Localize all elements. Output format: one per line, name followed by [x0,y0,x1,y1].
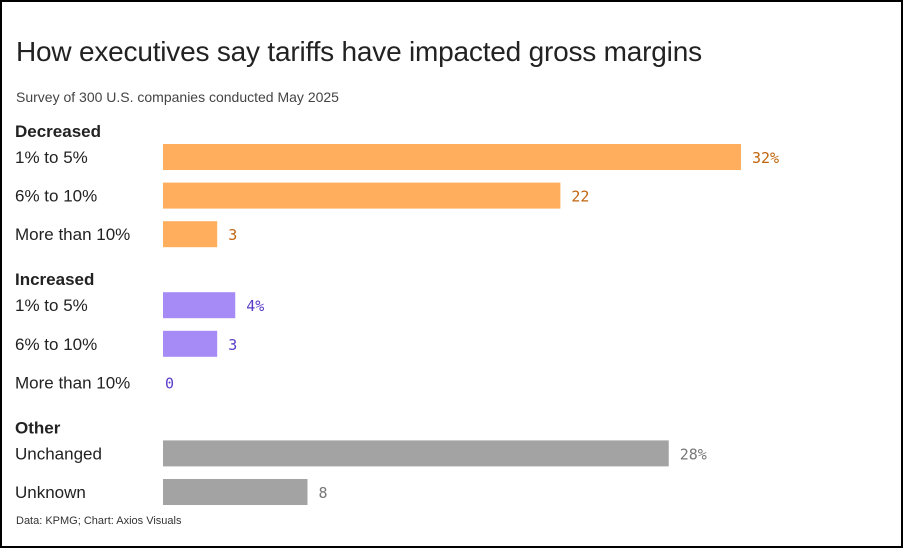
group-label-increased: Increased [15,270,94,289]
value-label: 8 [319,484,328,502]
value-label: 0 [165,374,174,392]
value-label: 4% [246,297,264,315]
value-label: 28% [680,445,707,463]
category-label: 1% to 5% [15,148,88,167]
value-label: 32% [752,149,779,167]
value-label: 22 [571,188,589,206]
category-label: 6% to 10% [15,335,97,354]
chart-subtitle: Survey of 300 U.S. companies conducted M… [16,89,339,105]
category-label: Unchanged [15,444,102,463]
bar-decreased [163,221,218,248]
value-label: 3 [228,336,237,354]
category-label: More than 10% [15,225,130,244]
bar-other [163,440,669,467]
chart-title: How executives say tariffs have impacted… [16,36,702,67]
value-label: 3 [228,226,237,244]
category-label: Unknown [15,483,86,502]
group-label-other: Other [15,418,61,437]
bar-increased [163,292,236,319]
bar-other [163,479,308,505]
group-label-decreased: Decreased [15,122,101,141]
bar-decreased [163,182,561,209]
source-note: Data: KPMG; Chart: Axios Visuals [16,515,182,527]
category-label: 1% to 5% [15,296,88,315]
bar-decreased [163,144,741,170]
category-label: 6% to 10% [15,187,97,206]
bar-increased [163,330,218,357]
category-label: More than 10% [15,373,130,392]
